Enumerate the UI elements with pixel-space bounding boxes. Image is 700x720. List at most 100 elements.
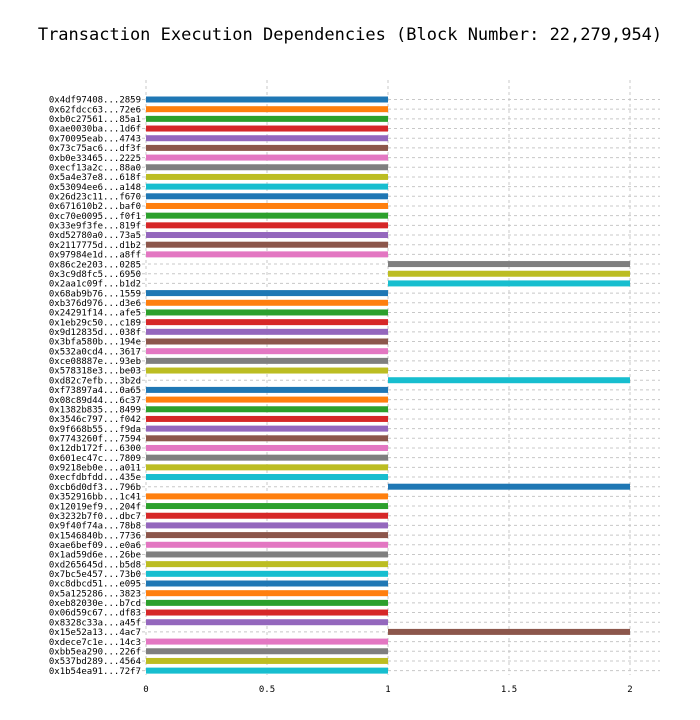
- y-tick-label: 0x73c75ac6...df3f: [49, 144, 141, 154]
- y-tick-label: 0xae0030ba...1d6f: [49, 125, 141, 135]
- bar: [146, 609, 388, 616]
- y-tick-label: 0x1546840b...7736: [49, 531, 141, 541]
- y-tick-label: 0x24291f14...afe5: [49, 309, 141, 319]
- bar: [146, 667, 388, 674]
- y-tick-label: 0x08c89d44...6c37: [49, 396, 141, 406]
- y-tick-label: 0x601ec47c...7809: [49, 454, 141, 464]
- y-tick-label: 0x9218eb0e...a011: [49, 464, 141, 474]
- y-tick-label: 0x86c2e203...0285: [49, 260, 141, 270]
- y-tick-label: 0x1b54ea91...72f7: [49, 667, 141, 677]
- y-tick-label: 0xdece7c1e...14c3: [49, 638, 141, 648]
- bar: [146, 570, 388, 577]
- bar: [388, 377, 630, 384]
- bar: [146, 415, 388, 422]
- y-tick-label: 0x578318e3...be03: [49, 367, 141, 377]
- bar: [146, 106, 388, 113]
- y-tick-label: 0xc70e0095...f0f1: [49, 212, 141, 222]
- y-tick-label: 0x12db172f...6300: [49, 444, 141, 454]
- y-tick-label: 0x3546c797...f042: [49, 415, 141, 425]
- y-tick-label: 0x8328c33a...a45f: [49, 618, 141, 628]
- y-tick-label: 0xd82c7efb...3b2d: [49, 376, 141, 386]
- x-axis-ticks: 0 0.5 1 1.5 2: [143, 685, 632, 695]
- bar: [146, 619, 388, 626]
- bar: [146, 503, 388, 510]
- y-tick-label: 0x7bc5e457...73b0: [49, 570, 141, 580]
- bar: [146, 290, 388, 297]
- y-tick-label: 0xb0c27561...85a1: [49, 115, 141, 125]
- y-tick-label: 0x2117775d...d1b2: [49, 241, 141, 251]
- y-tick-label: 0xeb82030e...b7cd: [49, 599, 141, 609]
- bar: [146, 638, 388, 645]
- y-tick-label: 0x26d23c11...f670: [49, 193, 141, 203]
- bar: [146, 493, 388, 500]
- x-tick-label: 1.5: [501, 685, 517, 695]
- bar: [146, 328, 388, 335]
- y-tick-label: 0xb0e33465...2225: [49, 154, 141, 164]
- y-tick-label: 0x3232b7f0...dbc7: [49, 512, 141, 522]
- y-tick-label: 0x7743260f...7594: [49, 435, 141, 445]
- bars: [146, 96, 630, 674]
- bar: [146, 135, 388, 142]
- bar: [146, 222, 388, 229]
- bar: [388, 483, 630, 490]
- bar: [146, 444, 388, 451]
- chart-title: Transaction Execution Dependencies (Bloc…: [38, 25, 662, 45]
- y-tick-label: 0x352916bb...1c41: [49, 493, 141, 503]
- y-tick-label: 0x4df97408...2859: [49, 96, 141, 106]
- x-tick-label: 1: [385, 685, 390, 695]
- y-tick-label: 0x9f40f74a...78b8: [49, 522, 141, 532]
- y-tick-label: 0xce08887e...93eb: [49, 357, 141, 367]
- bar: [146, 657, 388, 664]
- bar: [146, 202, 388, 209]
- y-tick-label: 0xc8dbcd51...e095: [49, 580, 141, 590]
- y-tick-label: 0x3bfa580b...194e: [49, 338, 141, 348]
- bar: [146, 541, 388, 548]
- bar: [146, 144, 388, 151]
- y-tick-label: 0x3c9d8fc5...6950: [49, 270, 141, 280]
- bar: [146, 125, 388, 132]
- bar: [146, 164, 388, 171]
- y-tick-label: 0x12019ef9...204f: [49, 502, 141, 512]
- y-tick-label: 0x671610b2...baf0: [49, 202, 141, 212]
- bar: [146, 212, 388, 219]
- bar: [146, 474, 388, 481]
- bar: [388, 270, 630, 277]
- bar: [146, 183, 388, 190]
- y-tick-label: 0x68ab9b76...1559: [49, 289, 141, 299]
- y-tick-label: 0x33e9f3fe...819f: [49, 222, 141, 232]
- y-tick-label: 0xecf13a2c...88a0: [49, 163, 141, 173]
- y-tick-label: 0xae6bef09...e0a6: [49, 541, 141, 551]
- bar: [146, 464, 388, 471]
- y-tick-label: 0xecfdbfdd...435e: [49, 473, 141, 483]
- x-tick-label: 0.5: [259, 685, 275, 695]
- bar: [146, 232, 388, 239]
- y-tick-label: 0x97984e1d...a8ff: [49, 251, 141, 261]
- bar: [146, 154, 388, 161]
- bar: [146, 512, 388, 519]
- bar: [146, 580, 388, 587]
- bar: [146, 251, 388, 258]
- y-tick-label: 0xd52780a0...73a5: [49, 231, 141, 241]
- y-tick-label: 0x9d12835d...038f: [49, 328, 141, 338]
- y-tick-label: 0x1ad59d6e...26be: [49, 551, 141, 561]
- y-tick-label: 0x532a0cd4...3617: [49, 347, 141, 357]
- bar: [146, 241, 388, 248]
- y-tick-label: 0xcb6d0df3...796b: [49, 483, 141, 493]
- x-tick-label: 2: [627, 685, 632, 695]
- bar: [146, 648, 388, 655]
- bar: [146, 367, 388, 374]
- y-tick-label: 0x1eb29c50...c189: [49, 318, 141, 328]
- y-tick-label: 0xb376d976...d3e6: [49, 299, 141, 309]
- y-tick-label: 0x9f668b55...f9da: [49, 425, 141, 435]
- y-tick-label: 0xd265645d...b5d8: [49, 560, 141, 570]
- bar: [146, 425, 388, 432]
- bar: [146, 115, 388, 122]
- y-tick-label: 0x15e52a13...4ac7: [49, 628, 141, 638]
- bar: [146, 386, 388, 393]
- bar: [146, 561, 388, 568]
- bar: [388, 280, 630, 287]
- bar: [146, 406, 388, 413]
- bar: [146, 319, 388, 326]
- bar: [146, 193, 388, 200]
- bar: [146, 338, 388, 345]
